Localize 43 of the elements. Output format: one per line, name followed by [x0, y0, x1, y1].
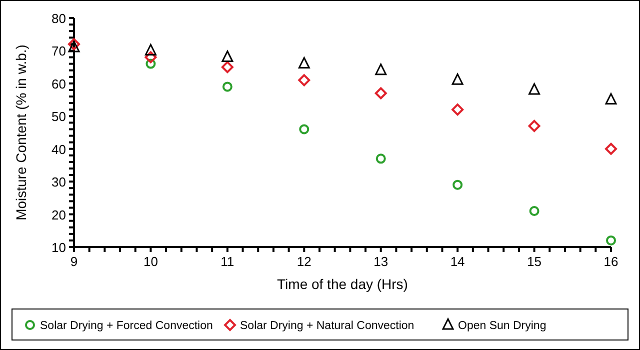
point	[144, 44, 156, 56]
point	[374, 87, 387, 100]
point	[298, 74, 310, 86]
point	[452, 180, 463, 190]
y-tick-label: 40	[52, 142, 66, 157]
legend-label: Solar Drying + Forced Convection	[40, 320, 213, 332]
y-tick-label: 80	[52, 11, 66, 26]
legend-label: Open Sun Drying	[458, 320, 546, 332]
x-tick-label: 13	[374, 254, 388, 269]
point	[375, 64, 387, 76]
legend-label: Solar Drying + Natural Convection	[240, 320, 414, 332]
point	[452, 73, 464, 85]
x-tick-label: 11	[220, 254, 234, 269]
point	[605, 142, 617, 155]
y-tick-label: 20	[52, 207, 66, 222]
x-tick-label: 16	[604, 254, 618, 269]
y-tick-label: 10	[52, 240, 66, 255]
x-tick-label: 15	[527, 254, 542, 269]
point	[529, 206, 540, 216]
point	[221, 61, 234, 74]
point	[606, 235, 616, 246]
point	[146, 58, 156, 69]
x-tick-label: 14	[450, 254, 465, 269]
y-tick-label: 70	[52, 44, 66, 59]
x-tick-label: 9	[70, 254, 78, 269]
point	[376, 154, 386, 164]
x-axis-title: Time of the day (Hrs)	[277, 276, 408, 292]
x-tick-label: 12	[296, 254, 312, 269]
point	[222, 50, 234, 62]
x-tick-label: 10	[143, 254, 158, 269]
point	[528, 120, 540, 132]
point	[299, 124, 310, 134]
y-tick-label: 60	[52, 76, 66, 92]
y-tick-label: 30	[52, 174, 66, 190]
point	[452, 104, 464, 116]
point	[298, 57, 310, 69]
point	[144, 51, 157, 64]
point	[68, 40, 80, 52]
y-axis-title: Moisture Content (% in w.b.)	[13, 44, 29, 220]
point	[528, 83, 540, 95]
y-tick-label: 50	[52, 109, 66, 124]
point	[222, 82, 232, 92]
point	[605, 93, 617, 105]
